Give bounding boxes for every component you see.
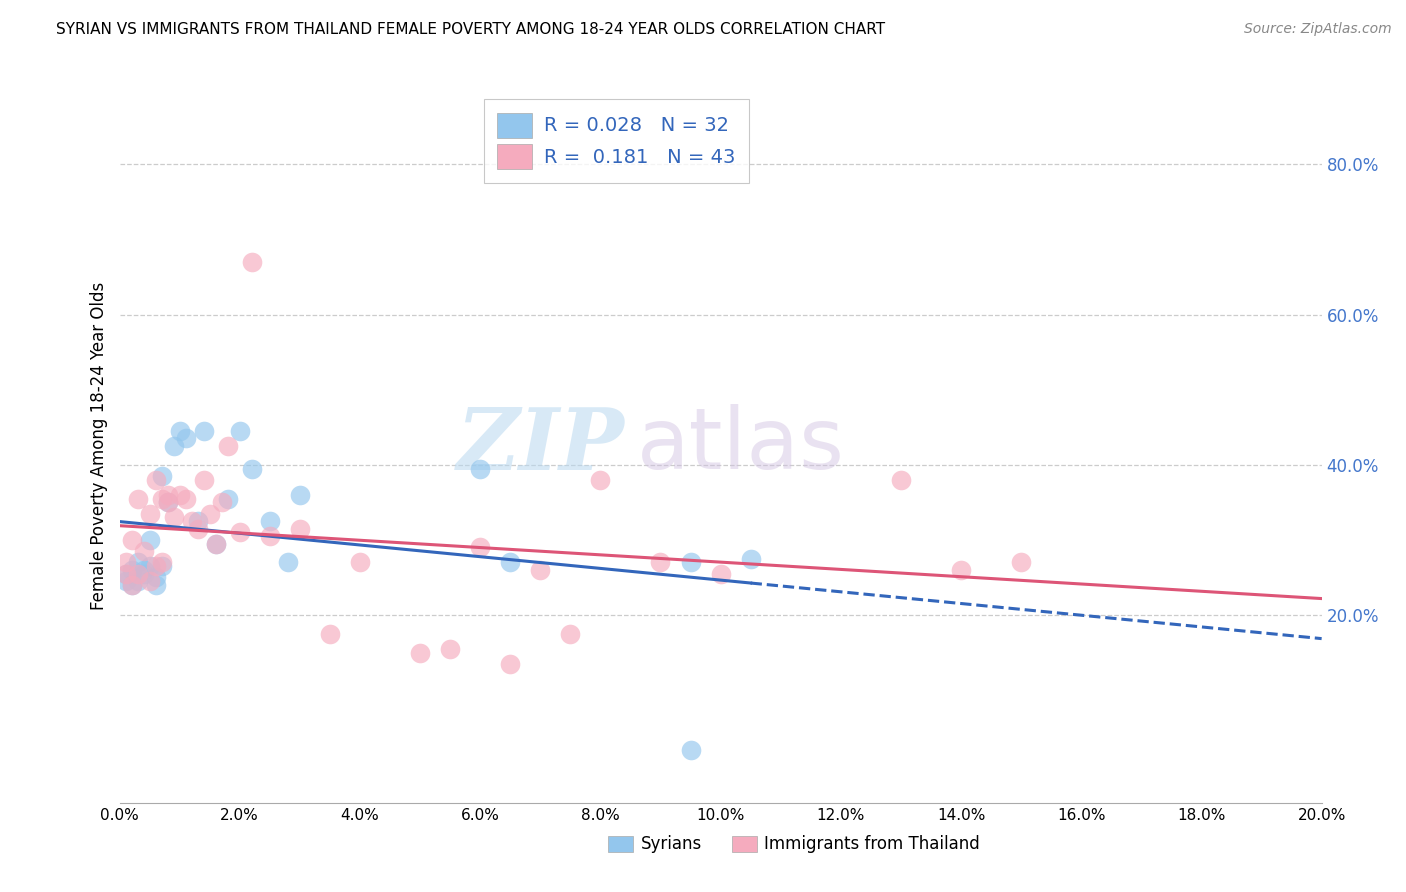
Point <box>288 488 311 502</box>
Point <box>217 439 239 453</box>
Point <box>468 541 492 555</box>
Point <box>150 491 173 506</box>
Point <box>132 544 155 558</box>
Point <box>138 507 160 521</box>
Point <box>349 556 371 570</box>
Point <box>228 424 252 438</box>
Point <box>150 469 173 483</box>
Point <box>132 563 155 577</box>
Point <box>499 556 522 570</box>
Point <box>145 570 167 584</box>
Bar <box>607 836 633 852</box>
Point <box>138 559 160 574</box>
Point <box>193 473 215 487</box>
Point <box>114 566 136 581</box>
Point <box>204 536 226 550</box>
Point <box>529 563 551 577</box>
Point <box>228 525 252 540</box>
Point <box>174 491 197 506</box>
Point <box>150 559 173 574</box>
Point <box>217 491 239 506</box>
Point <box>127 556 149 570</box>
Point <box>187 522 209 536</box>
Point <box>589 473 612 487</box>
Point <box>138 574 160 589</box>
Text: ZIP: ZIP <box>457 404 624 488</box>
Point <box>679 556 702 570</box>
Point <box>950 563 973 577</box>
Point <box>145 559 167 574</box>
Point <box>156 495 179 509</box>
Point <box>439 641 461 656</box>
Point <box>121 563 143 577</box>
Y-axis label: Female Poverty Among 18-24 Year Olds: Female Poverty Among 18-24 Year Olds <box>90 282 108 610</box>
Point <box>319 627 342 641</box>
Point <box>890 473 912 487</box>
Legend: R = 0.028   N = 32, R =  0.181   N = 43: R = 0.028 N = 32, R = 0.181 N = 43 <box>484 99 749 183</box>
Point <box>127 574 149 589</box>
Bar <box>731 836 756 852</box>
Text: Immigrants from Thailand: Immigrants from Thailand <box>765 835 980 853</box>
Point <box>156 488 179 502</box>
Point <box>709 566 731 581</box>
Point <box>211 495 233 509</box>
Point <box>121 578 143 592</box>
Point <box>679 743 702 757</box>
Text: SYRIAN VS IMMIGRANTS FROM THAILAND FEMALE POVERTY AMONG 18-24 YEAR OLDS CORRELAT: SYRIAN VS IMMIGRANTS FROM THAILAND FEMAL… <box>56 22 886 37</box>
Text: Source: ZipAtlas.com: Source: ZipAtlas.com <box>1244 22 1392 37</box>
Point <box>187 514 209 528</box>
Point <box>468 461 492 475</box>
Point <box>240 461 263 475</box>
Point <box>145 578 167 592</box>
Point <box>114 566 136 581</box>
Point <box>277 556 299 570</box>
Point <box>114 574 136 589</box>
Point <box>259 514 281 528</box>
Point <box>127 491 149 506</box>
Point <box>259 529 281 543</box>
Point <box>162 510 184 524</box>
Point <box>169 424 191 438</box>
Point <box>169 488 191 502</box>
Text: Syrians: Syrians <box>641 835 702 853</box>
Point <box>650 556 672 570</box>
Point <box>174 432 197 446</box>
Point <box>156 495 179 509</box>
Point <box>204 536 226 550</box>
Point <box>138 533 160 547</box>
Point <box>499 657 522 671</box>
Point <box>114 556 136 570</box>
Point <box>132 566 155 581</box>
Text: atlas: atlas <box>637 404 845 488</box>
Point <box>121 533 143 547</box>
Point <box>740 551 762 566</box>
Point <box>1010 556 1032 570</box>
Point <box>560 627 582 641</box>
Point <box>127 566 149 581</box>
Point <box>198 507 221 521</box>
Point <box>193 424 215 438</box>
Point <box>162 439 184 453</box>
Point <box>121 578 143 592</box>
Point <box>145 473 167 487</box>
Point <box>150 556 173 570</box>
Point <box>180 514 202 528</box>
Point <box>240 255 263 269</box>
Point <box>409 646 432 660</box>
Point <box>288 522 311 536</box>
